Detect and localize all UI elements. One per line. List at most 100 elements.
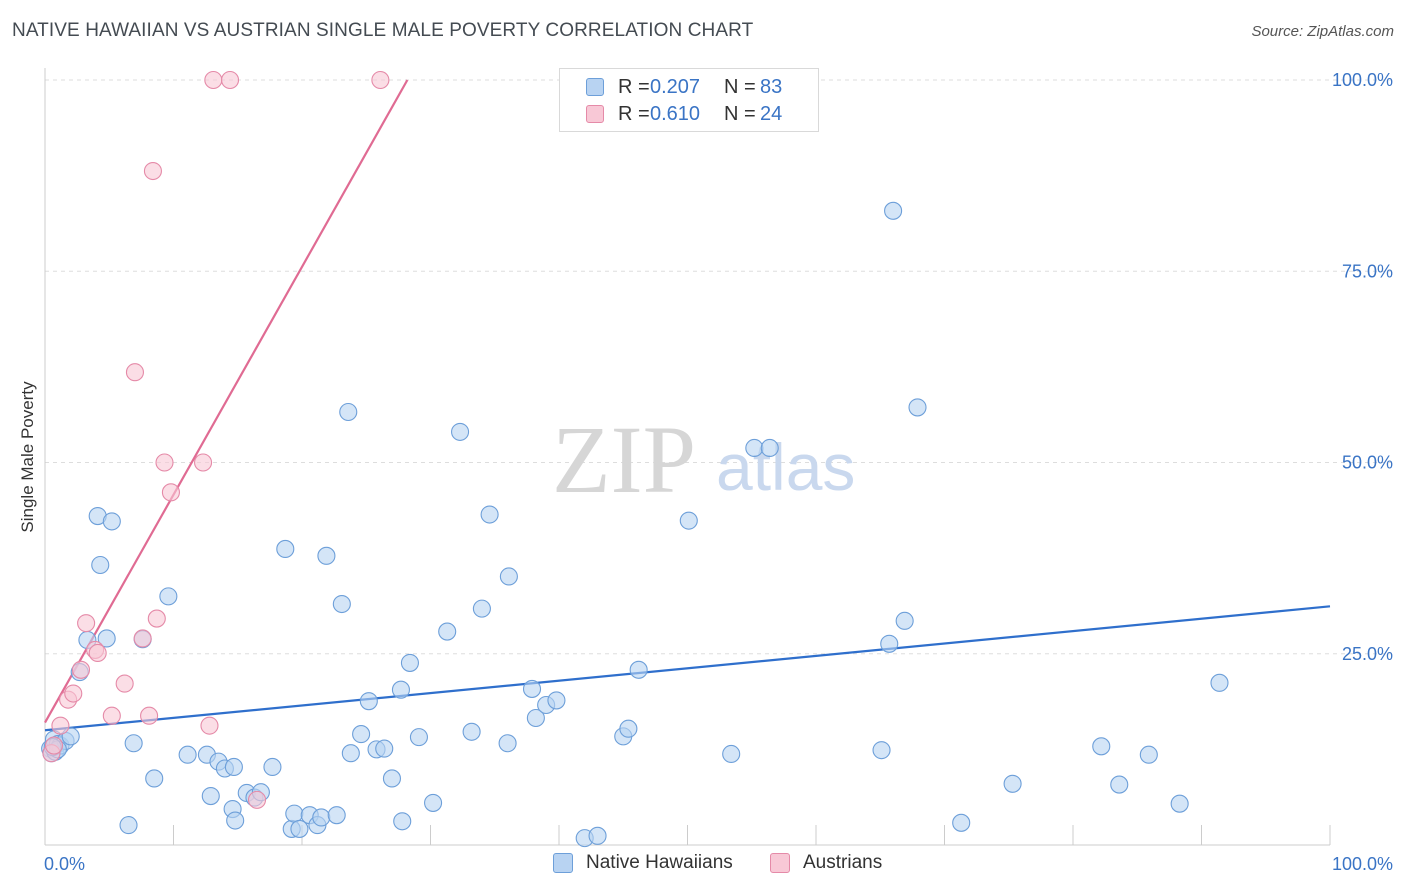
pink-swatch <box>586 105 604 123</box>
native-hawaiian-point <box>588 826 607 845</box>
r-value: 0.207 <box>650 75 701 98</box>
austrian-trend-line <box>44 79 409 724</box>
austrian-point <box>44 736 64 755</box>
y-tick-label: 75.0% <box>1342 261 1393 281</box>
legend-item-native-hawaiians[interactable]: Native Hawaiians <box>553 852 733 874</box>
austrian-point <box>125 363 144 382</box>
grid-lines <box>45 79 1392 655</box>
native-hawaiian-point <box>224 757 243 777</box>
native-hawaiian-point <box>880 634 899 653</box>
native-hawaiian-point <box>124 734 143 753</box>
native-hawaiian-point <box>884 201 903 220</box>
watermark: ZIP atlas <box>552 406 855 513</box>
austrian-point <box>147 609 166 628</box>
native-hawaiian-point <box>895 611 914 630</box>
native-hawaiian-point <box>438 622 457 641</box>
native-hawaiian-point <box>119 816 138 835</box>
native-hawaiian-point <box>341 744 360 763</box>
native-hawaiian-point <box>472 599 491 618</box>
series-legend: Native Hawaiians Austrians <box>0 850 1406 878</box>
native-hawaiian-point <box>424 793 443 812</box>
austrian-point <box>115 674 134 693</box>
n-label: N = <box>724 102 756 125</box>
native-hawaiian-point <box>91 555 110 575</box>
native-hawaiian-point <box>1110 775 1129 794</box>
y-tick-label: 50.0% <box>1342 453 1393 473</box>
native-hawaiian-point <box>1210 673 1229 692</box>
native-hawaiian-point <box>1170 794 1189 813</box>
austrian-point <box>77 614 96 633</box>
native-hawaiian-point <box>547 691 566 710</box>
native-hawaiian-point <box>952 813 971 832</box>
blue-swatch <box>586 78 604 96</box>
pink-swatch <box>770 853 790 873</box>
native-hawaiian-point <box>327 806 346 825</box>
native-hawaiian-point <box>339 402 358 422</box>
austrian-point <box>102 706 121 725</box>
native-hawaiian-point <box>201 786 220 806</box>
austrian-point <box>194 453 213 472</box>
x-tick-label: 100.0% <box>1332 854 1393 874</box>
austrian-point <box>371 70 390 90</box>
r-value: 0.610 <box>650 102 701 125</box>
y-axis-label: Single Male Poverty <box>18 381 37 533</box>
native-hawaiian-point <box>409 728 428 747</box>
austrian-point <box>204 70 223 90</box>
austrian-point <box>161 483 180 502</box>
native-hawaiian-point <box>375 739 394 758</box>
stats-legend: R = 0.207 N = 83 R = 0.610 N = 24 <box>559 68 819 132</box>
native-hawaiian-point <box>462 722 481 741</box>
native-hawaiian-point <box>522 679 542 698</box>
native-hawaiian-point <box>145 769 164 788</box>
native-hawaiian-point <box>263 757 282 777</box>
legend-label: Native Hawaiians <box>586 852 733 873</box>
native-hawaiian-point <box>526 708 545 728</box>
native-hawaiian-point <box>400 653 419 672</box>
native-hawaiian-point <box>1003 774 1022 793</box>
y-tick-label: 25.0% <box>1342 644 1393 664</box>
blue-swatch <box>553 853 573 873</box>
native-hawaiian-point <box>97 629 116 648</box>
austrian-point <box>51 716 70 735</box>
native-hawaiian-point <box>332 594 351 614</box>
austrian-point <box>133 629 152 648</box>
native-hawaiian-point <box>908 398 927 417</box>
native-hawaiian-point <box>679 511 698 530</box>
r-label: R = <box>618 102 650 125</box>
native-hawaiian-point <box>226 811 245 830</box>
native-hawaiian-point <box>102 512 121 531</box>
native-hawaiian-point <box>382 769 402 788</box>
native-hawaiian-point <box>317 546 336 565</box>
stats-row-native-hawaiians: R = 0.207 N = 83 <box>586 75 782 99</box>
x-tick-label: 0.0% <box>44 854 85 874</box>
native-hawaiian-point <box>498 734 517 753</box>
data-points <box>41 70 1229 848</box>
native-hawaiian-trend-line <box>44 605 1331 732</box>
austrian-point <box>71 660 91 679</box>
native-hawaiian-point <box>760 438 779 458</box>
legend-label: Austrians <box>803 852 883 873</box>
y-tick-label: 100.0% <box>1332 70 1393 90</box>
austrian-point <box>247 790 267 809</box>
austrian-point <box>140 706 159 725</box>
r-label: R = <box>618 75 650 98</box>
legend-item-austrians[interactable]: Austrians <box>770 852 882 874</box>
watermark-atlas: atlas <box>716 430 855 504</box>
watermark-zip: ZIP <box>552 406 696 513</box>
austrian-point <box>64 684 83 703</box>
native-hawaiian-point <box>745 438 764 458</box>
austrian-point <box>88 643 107 663</box>
native-hawaiian-point <box>359 692 378 711</box>
austrian-point <box>155 453 174 472</box>
native-hawaiian-point <box>619 719 638 738</box>
n-value: 83 <box>760 75 783 98</box>
native-hawaiian-point <box>480 505 499 524</box>
native-hawaiian-point <box>499 567 518 586</box>
native-hawaiian-point <box>393 812 412 831</box>
native-hawaiian-point <box>451 422 470 441</box>
native-hawaiian-point <box>159 587 178 606</box>
austrian-point <box>220 70 240 90</box>
source-label: Source: ZipAtlas.com <box>1251 23 1394 40</box>
native-hawaiian-point <box>1139 745 1158 764</box>
